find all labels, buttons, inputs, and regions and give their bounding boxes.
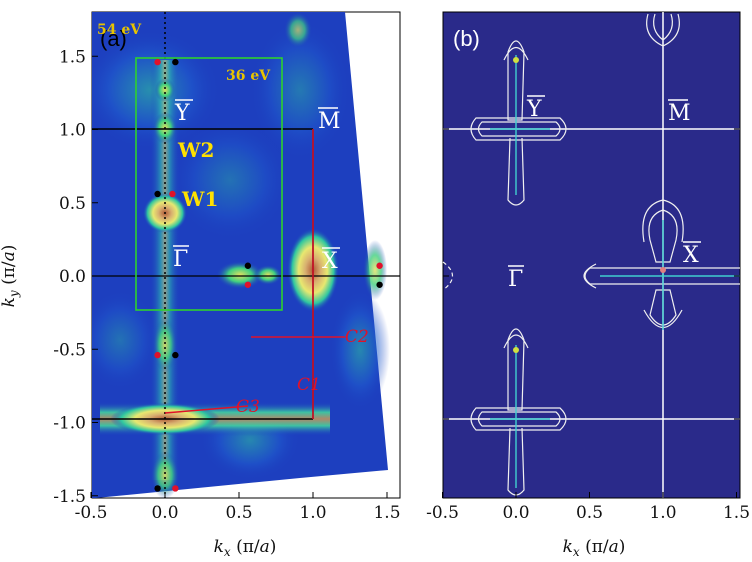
x-tick-label: -0.5 [426,503,459,523]
x-tick-label: 1.0 [299,503,326,523]
cut-c3 [164,405,249,414]
black-point [376,281,383,288]
black-point [244,262,252,269]
x-tick-label: -0.5 [75,503,108,523]
y-tick-label: 1.5 [59,47,86,67]
x-tick-label: 1.0 [649,503,676,523]
panel-b-ticks: -0.5 0.0 0.5 1.0 1.5 [426,128,750,523]
red-point [154,58,161,66]
m-point-label-a: M [318,109,341,134]
x-tick-label: 0.5 [576,503,603,523]
energy-box-36ev [135,57,283,311]
gamma-point-label-a: Γ [173,247,188,272]
black-point [154,485,161,492]
energy-54ev-label: 54 eV [97,22,142,38]
red-point [244,281,252,288]
y-tick-label: 0.0 [59,267,86,287]
panel-a-heatmap [92,12,390,498]
y-tick-label: -1.0 [53,414,86,434]
x-tick-label: 0.0 [151,503,178,523]
panel-a-ticks: -0.5 0.0 0.5 1.0 1.5 1.5 1.0 0.5 0.0 -0.5 -1.0 -1.5 [53,47,400,523]
red-point [172,485,179,492]
y-tick-label: -0.5 [53,340,86,360]
y-point-label-b: Y [526,97,542,122]
panel-b-xlabel: kx (π/a) [563,537,626,559]
contours-b [442,13,740,496]
m-point-label-b: M [668,101,691,126]
c1-label: C1 [297,375,321,395]
x-tick-label: 1.5 [373,503,400,523]
c3-label: C3 [236,397,260,417]
contour-cores-b [490,55,740,488]
y-tick-label: 0.5 [59,194,86,214]
black-point [154,190,161,198]
x-tick-label: 1.5 [723,503,750,523]
w2-label: W2 [177,138,214,162]
w1-label: W1 [181,187,218,211]
energy-36ev-label: 36 eV [226,68,271,84]
panel-a-ylabel: ky (π/a) [0,245,21,308]
panel-b-frame [442,11,741,499]
c2-label: C2 [345,327,369,347]
panel-a-xlabel: kx (π/a) [214,537,277,559]
y-tick-label: -1.5 [53,487,86,507]
x-point-label-b: X [683,243,699,268]
panel-b: (b) Y M X Γ -0.5 0.0 0.5 1.0 1.5 kx (π/a) [426,11,750,559]
black-point [172,351,179,359]
x-tick-label: 0.0 [502,503,529,523]
red-point [169,190,176,198]
red-point [154,351,161,359]
red-point [376,262,383,269]
panel-a-label: (a) [100,26,127,51]
x-point-label-a: X [322,249,338,274]
y-tick-label: 1.0 [59,121,86,141]
panel-a: (a) 54 eV 36 eV Y M X Γ W2 W1 C1 C2 C3 -… [0,11,401,559]
y-point-label-a: Y [174,101,190,126]
black-point [172,58,179,66]
panel-b-label: (b) [453,26,480,51]
x-tick-label: 0.5 [225,503,252,523]
panel-a-points [154,58,383,492]
gamma-point-label-b: Γ [508,267,523,292]
